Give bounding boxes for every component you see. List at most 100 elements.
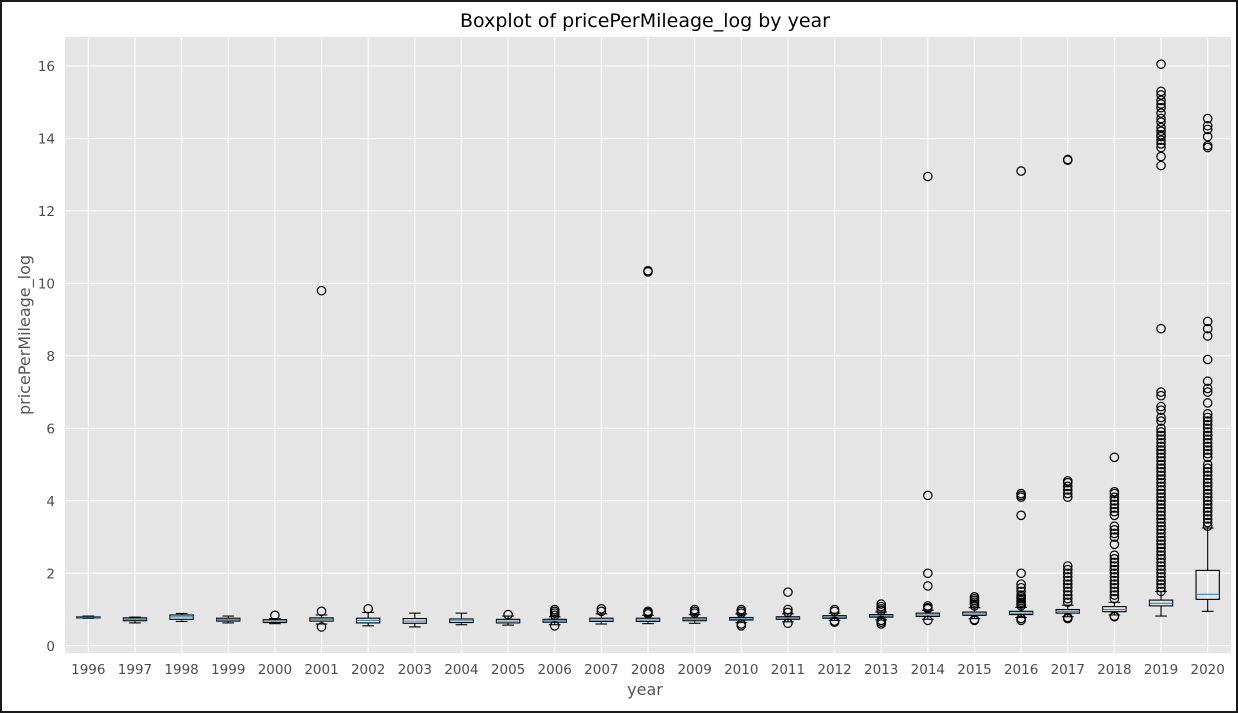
- outlier-point: [969, 592, 980, 602]
- outlier-point: [1156, 139, 1166, 149]
- iqr-box: [1195, 569, 1220, 600]
- outlier-point: [1202, 438, 1213, 448]
- x-tick-label: 2004: [444, 662, 478, 678]
- outlier-point: [1109, 564, 1120, 575]
- outlier-point: [1156, 434, 1166, 445]
- outlier-point: [1202, 481, 1213, 492]
- outlier-point: [1202, 323, 1213, 334]
- outlier-point: [969, 614, 980, 625]
- box-2013: [868, 599, 894, 629]
- outlier-point: [1202, 467, 1213, 477]
- outlier-point: [1156, 506, 1166, 517]
- outlier-point: [596, 606, 607, 617]
- outlier-point: [1156, 503, 1166, 513]
- outlier-point: [1202, 488, 1213, 499]
- outlier-point: [1062, 597, 1073, 608]
- outlier-point: [1109, 575, 1120, 586]
- outlier-point: [1109, 553, 1120, 564]
- y-tick-labels: 0 2 4 6 8 10 12 14 16: [38, 59, 55, 655]
- outlier-point: [1156, 575, 1166, 586]
- outlier-point: [876, 601, 886, 612]
- outlier-point: [1109, 550, 1120, 560]
- outlier-point: [1156, 151, 1166, 162]
- y-tick-label: 12: [38, 204, 55, 220]
- outlier-point: [1109, 590, 1120, 600]
- box-2002: [355, 603, 381, 627]
- outlier-point: [689, 604, 700, 615]
- x-tick-label: 2000: [258, 662, 292, 678]
- outlier-point: [1156, 564, 1166, 575]
- outlier-point: [1109, 611, 1120, 621]
- y-tick-label: 16: [38, 59, 55, 75]
- outlier-point: [1062, 586, 1073, 597]
- outlier-point: [1202, 120, 1213, 131]
- outlier-point: [1062, 579, 1073, 589]
- outlier-point: [1202, 398, 1213, 408]
- outlier-point: [1156, 90, 1166, 100]
- box-2014: [915, 171, 941, 626]
- outlier-point: [1202, 430, 1213, 441]
- box-1997: [122, 616, 148, 624]
- outlier-point: [1062, 593, 1073, 604]
- box-2015: [962, 592, 987, 626]
- box-2005: [495, 609, 521, 626]
- outlier-point: [316, 622, 327, 632]
- box-2001: [309, 285, 334, 632]
- outlier-point: [1062, 561, 1073, 571]
- outlier-point: [923, 601, 933, 611]
- outlier-point: [1202, 452, 1213, 463]
- x-tick-label: 1996: [71, 662, 105, 678]
- x-tick-label: 2002: [351, 662, 385, 678]
- outlier-point: [923, 568, 933, 579]
- x-tick-label: 2014: [911, 662, 945, 678]
- outlier-point: [1156, 546, 1166, 557]
- outlier-point: [1062, 612, 1073, 623]
- outlier-point: [1156, 532, 1166, 542]
- outlier-point: [1016, 582, 1026, 593]
- y-tick-label: 10: [38, 276, 55, 292]
- x-axis-label: year: [627, 680, 663, 699]
- outlier-point: [1156, 586, 1166, 597]
- box-2020: [1195, 113, 1220, 612]
- outlier-point: [1156, 553, 1166, 564]
- outlier-point: [876, 615, 886, 626]
- outlier-point: [1156, 448, 1166, 459]
- x-tick-label: 2017: [1051, 662, 1085, 678]
- outlier-point: [1202, 441, 1213, 452]
- outlier-point: [1156, 463, 1166, 473]
- outlier-point: [1156, 95, 1166, 106]
- y-tick-label: 0: [46, 639, 55, 655]
- box-2006: [542, 604, 567, 631]
- outlier-point: [1109, 499, 1120, 510]
- outlier-point: [1156, 496, 1166, 506]
- outlier-point: [783, 604, 793, 615]
- outlier-point: [1202, 506, 1213, 517]
- outlier-point: [1156, 438, 1166, 448]
- x-tick-label: 2007: [584, 662, 618, 678]
- outlier-point: [829, 616, 840, 626]
- outlier-point: [1109, 524, 1120, 535]
- outlier-point: [1109, 568, 1120, 579]
- x-tick-label: 2011: [771, 662, 805, 678]
- x-tick-label: 2005: [491, 662, 525, 678]
- outlier-point: [1109, 572, 1120, 582]
- x-tick-label: 1998: [164, 662, 198, 678]
- outlier-point: [1062, 564, 1073, 575]
- outlier-point: [1156, 86, 1166, 97]
- outlier-point: [1109, 579, 1120, 589]
- outlier-point: [1202, 521, 1213, 531]
- outlier-point: [643, 606, 653, 617]
- outlier-point: [549, 604, 560, 615]
- outlier-point: [1202, 459, 1213, 470]
- outlier-point: [1016, 613, 1026, 624]
- outlier-point: [1156, 561, 1166, 571]
- outlier-point: [1109, 496, 1120, 506]
- outlier-point: [1202, 445, 1213, 455]
- outlier-point: [1202, 409, 1213, 419]
- outlier-point: [1156, 142, 1166, 153]
- outlier-point: [1016, 568, 1026, 579]
- outlier-point: [1202, 331, 1213, 341]
- outlier-point: [1109, 586, 1120, 597]
- outlier-point: [1156, 517, 1166, 528]
- outlier-point: [1016, 488, 1026, 499]
